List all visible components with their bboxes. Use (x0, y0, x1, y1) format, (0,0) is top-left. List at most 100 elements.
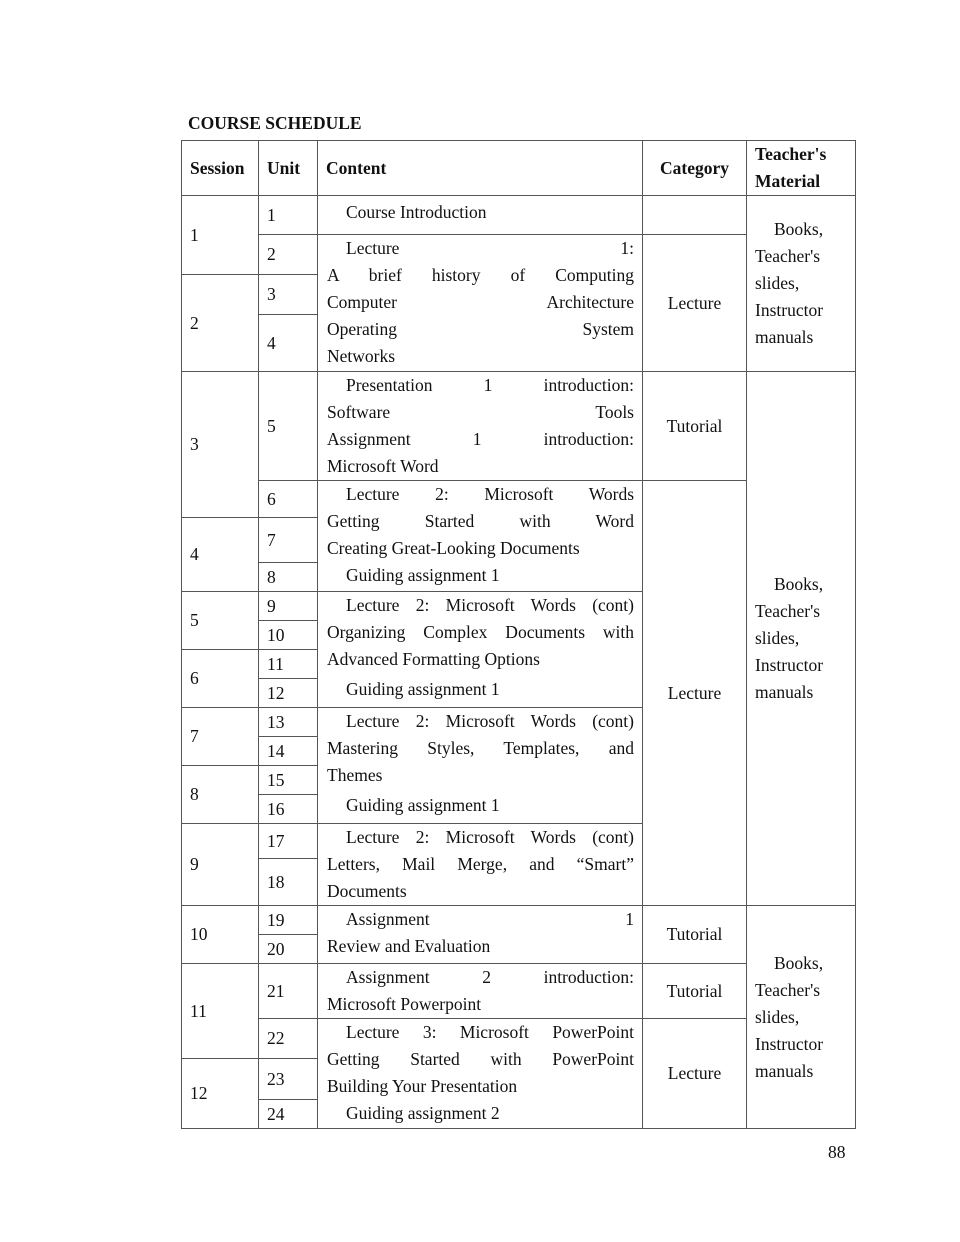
content-line: Presentation 1 introduction: (346, 375, 634, 395)
content-line: Documents (327, 881, 407, 901)
session-cell: 1 (181, 195, 259, 275)
unit-cell: 13 (258, 707, 318, 737)
unit-cell: 5 (258, 371, 318, 481)
session-cell: 11 (181, 963, 259, 1059)
unit-cell: 16 (258, 794, 318, 824)
session-cell: 2 (181, 274, 259, 372)
content-line: Software Tools (327, 402, 634, 422)
session-cell: 12 (181, 1058, 259, 1129)
content-line: Creating Great-Looking Documents (327, 538, 580, 558)
content-line: Lecture 2: Microsoft Words (346, 484, 634, 504)
category-cell: Tutorial (642, 963, 747, 1019)
unit-cell: 10 (258, 620, 318, 650)
content-line: Lecture 3: Microsoft PowerPoint (346, 1022, 634, 1042)
unit-cell: 19 (258, 905, 318, 935)
header-unit: Unit (258, 140, 318, 196)
content-line: Guiding assignment 1 (346, 679, 500, 699)
material-line: manuals (755, 682, 814, 702)
unit-cell: 11 (258, 649, 318, 679)
content-line: Guiding assignment 2 (346, 1103, 500, 1123)
unit-cell: 24 (258, 1099, 318, 1129)
content-line: Building Your Presentation (327, 1076, 518, 1096)
content-line: Microsoft Powerpoint (327, 994, 482, 1014)
session-cell: 7 (181, 707, 259, 766)
category-cell: Tutorial (642, 905, 747, 964)
content-line: Lecture 1: (346, 238, 634, 258)
material-line: Books, (774, 574, 824, 594)
material-line: Instructor (755, 300, 824, 320)
content-line: Lecture 2: Microsoft Words (cont) (346, 595, 634, 615)
unit-cell: 8 (258, 562, 318, 592)
material-line: slides, (755, 273, 800, 293)
material-line: Teacher's (755, 979, 821, 1000)
content-line: Guiding assignment 1 (346, 795, 500, 815)
content-line: A brief history of Computing (327, 265, 634, 285)
content-line: Mastering Styles, Templates, and (327, 738, 634, 758)
content-cell: Lecture 2: Microsoft Words Getting Start… (317, 480, 643, 592)
content-line: Assignment 1 (346, 909, 634, 929)
header-material-line-2: Material (755, 171, 821, 191)
header-material-line-1: Teacher's (755, 144, 827, 164)
unit-cell: 12 (258, 678, 318, 708)
content-cell: Lecture 2: Microsoft Words (cont) Master… (317, 707, 643, 824)
unit-cell: 6 (258, 480, 318, 518)
material-cell: Books, Teacher's slides, Instructor manu… (746, 905, 856, 1129)
session-cell: 6 (181, 649, 259, 708)
material-line: Books, (774, 219, 824, 239)
content-line: Themes (327, 765, 383, 785)
category-cell: Lecture (642, 1018, 747, 1129)
header-category: Category (642, 140, 747, 196)
content-cell: Assignment 2 introduction: Microsoft Pow… (317, 963, 643, 1019)
material-line: Instructor (755, 655, 824, 675)
material-line: manuals (755, 1060, 814, 1081)
header-session: Session (181, 140, 259, 196)
session-cell: 3 (181, 371, 259, 518)
content-cell: Assignment 1 Review and Evaluation (317, 905, 643, 964)
content-line: Course Introduction (346, 202, 487, 222)
content-line: Computer Architecture (327, 292, 634, 312)
session-cell: 8 (181, 765, 259, 824)
header-material: Teacher's Material (746, 140, 856, 196)
content-line: Lecture 2: Microsoft Words (cont) (346, 827, 634, 847)
content-cell: Course Introduction (317, 195, 643, 235)
unit-cell: 15 (258, 765, 318, 795)
content-line: Letters, Mail Merge, and “Smart” (327, 854, 634, 874)
content-line: Advanced Formatting Options (327, 649, 540, 669)
content-line: Review and Evaluation (327, 936, 491, 956)
material-cell: Books, Teacher's slides, Instructor manu… (746, 195, 856, 372)
material-line: Instructor (755, 1033, 824, 1054)
content-line: Assignment 1 introduction: (327, 429, 634, 449)
unit-cell: 3 (258, 274, 318, 315)
unit-cell: 18 (258, 858, 318, 906)
content-line: Guiding assignment 1 (346, 565, 500, 585)
content-line: Lecture 2: Microsoft Words (cont) (346, 711, 634, 731)
unit-cell: 23 (258, 1058, 318, 1100)
session-cell: 10 (181, 905, 259, 964)
session-cell: 4 (181, 517, 259, 592)
material-line: manuals (755, 327, 814, 347)
session-cell: 5 (181, 591, 259, 650)
unit-cell: 2 (258, 234, 318, 275)
category-cell: Lecture (642, 480, 747, 906)
unit-cell: 20 (258, 934, 318, 964)
material-line: slides, (755, 628, 800, 648)
category-cell: Tutorial (642, 371, 747, 481)
material-cell: Books, Teacher's slides, Instructor manu… (746, 371, 856, 906)
content-cell: Lecture 2: Microsoft Words (cont) Organi… (317, 591, 643, 708)
unit-cell: 22 (258, 1018, 318, 1059)
content-cell: Lecture 3: Microsoft PowerPoint Getting … (317, 1018, 643, 1129)
unit-cell: 1 (258, 195, 318, 235)
page-number: 88 (828, 1142, 846, 1162)
category-cell: Lecture (642, 234, 747, 372)
unit-cell: 14 (258, 736, 318, 766)
content-cell: Lecture 2: Microsoft Words (cont) Letter… (317, 823, 643, 906)
content-cell: Lecture 1: A brief history of Computing … (317, 234, 643, 372)
unit-cell: 9 (258, 591, 318, 621)
header-content: Content (317, 140, 643, 196)
content-line: Getting Started with PowerPoint (327, 1049, 634, 1069)
session-cell: 9 (181, 823, 259, 906)
page-title: COURSE SCHEDULE (188, 113, 362, 133)
unit-cell: 7 (258, 517, 318, 563)
unit-cell: 17 (258, 823, 318, 859)
